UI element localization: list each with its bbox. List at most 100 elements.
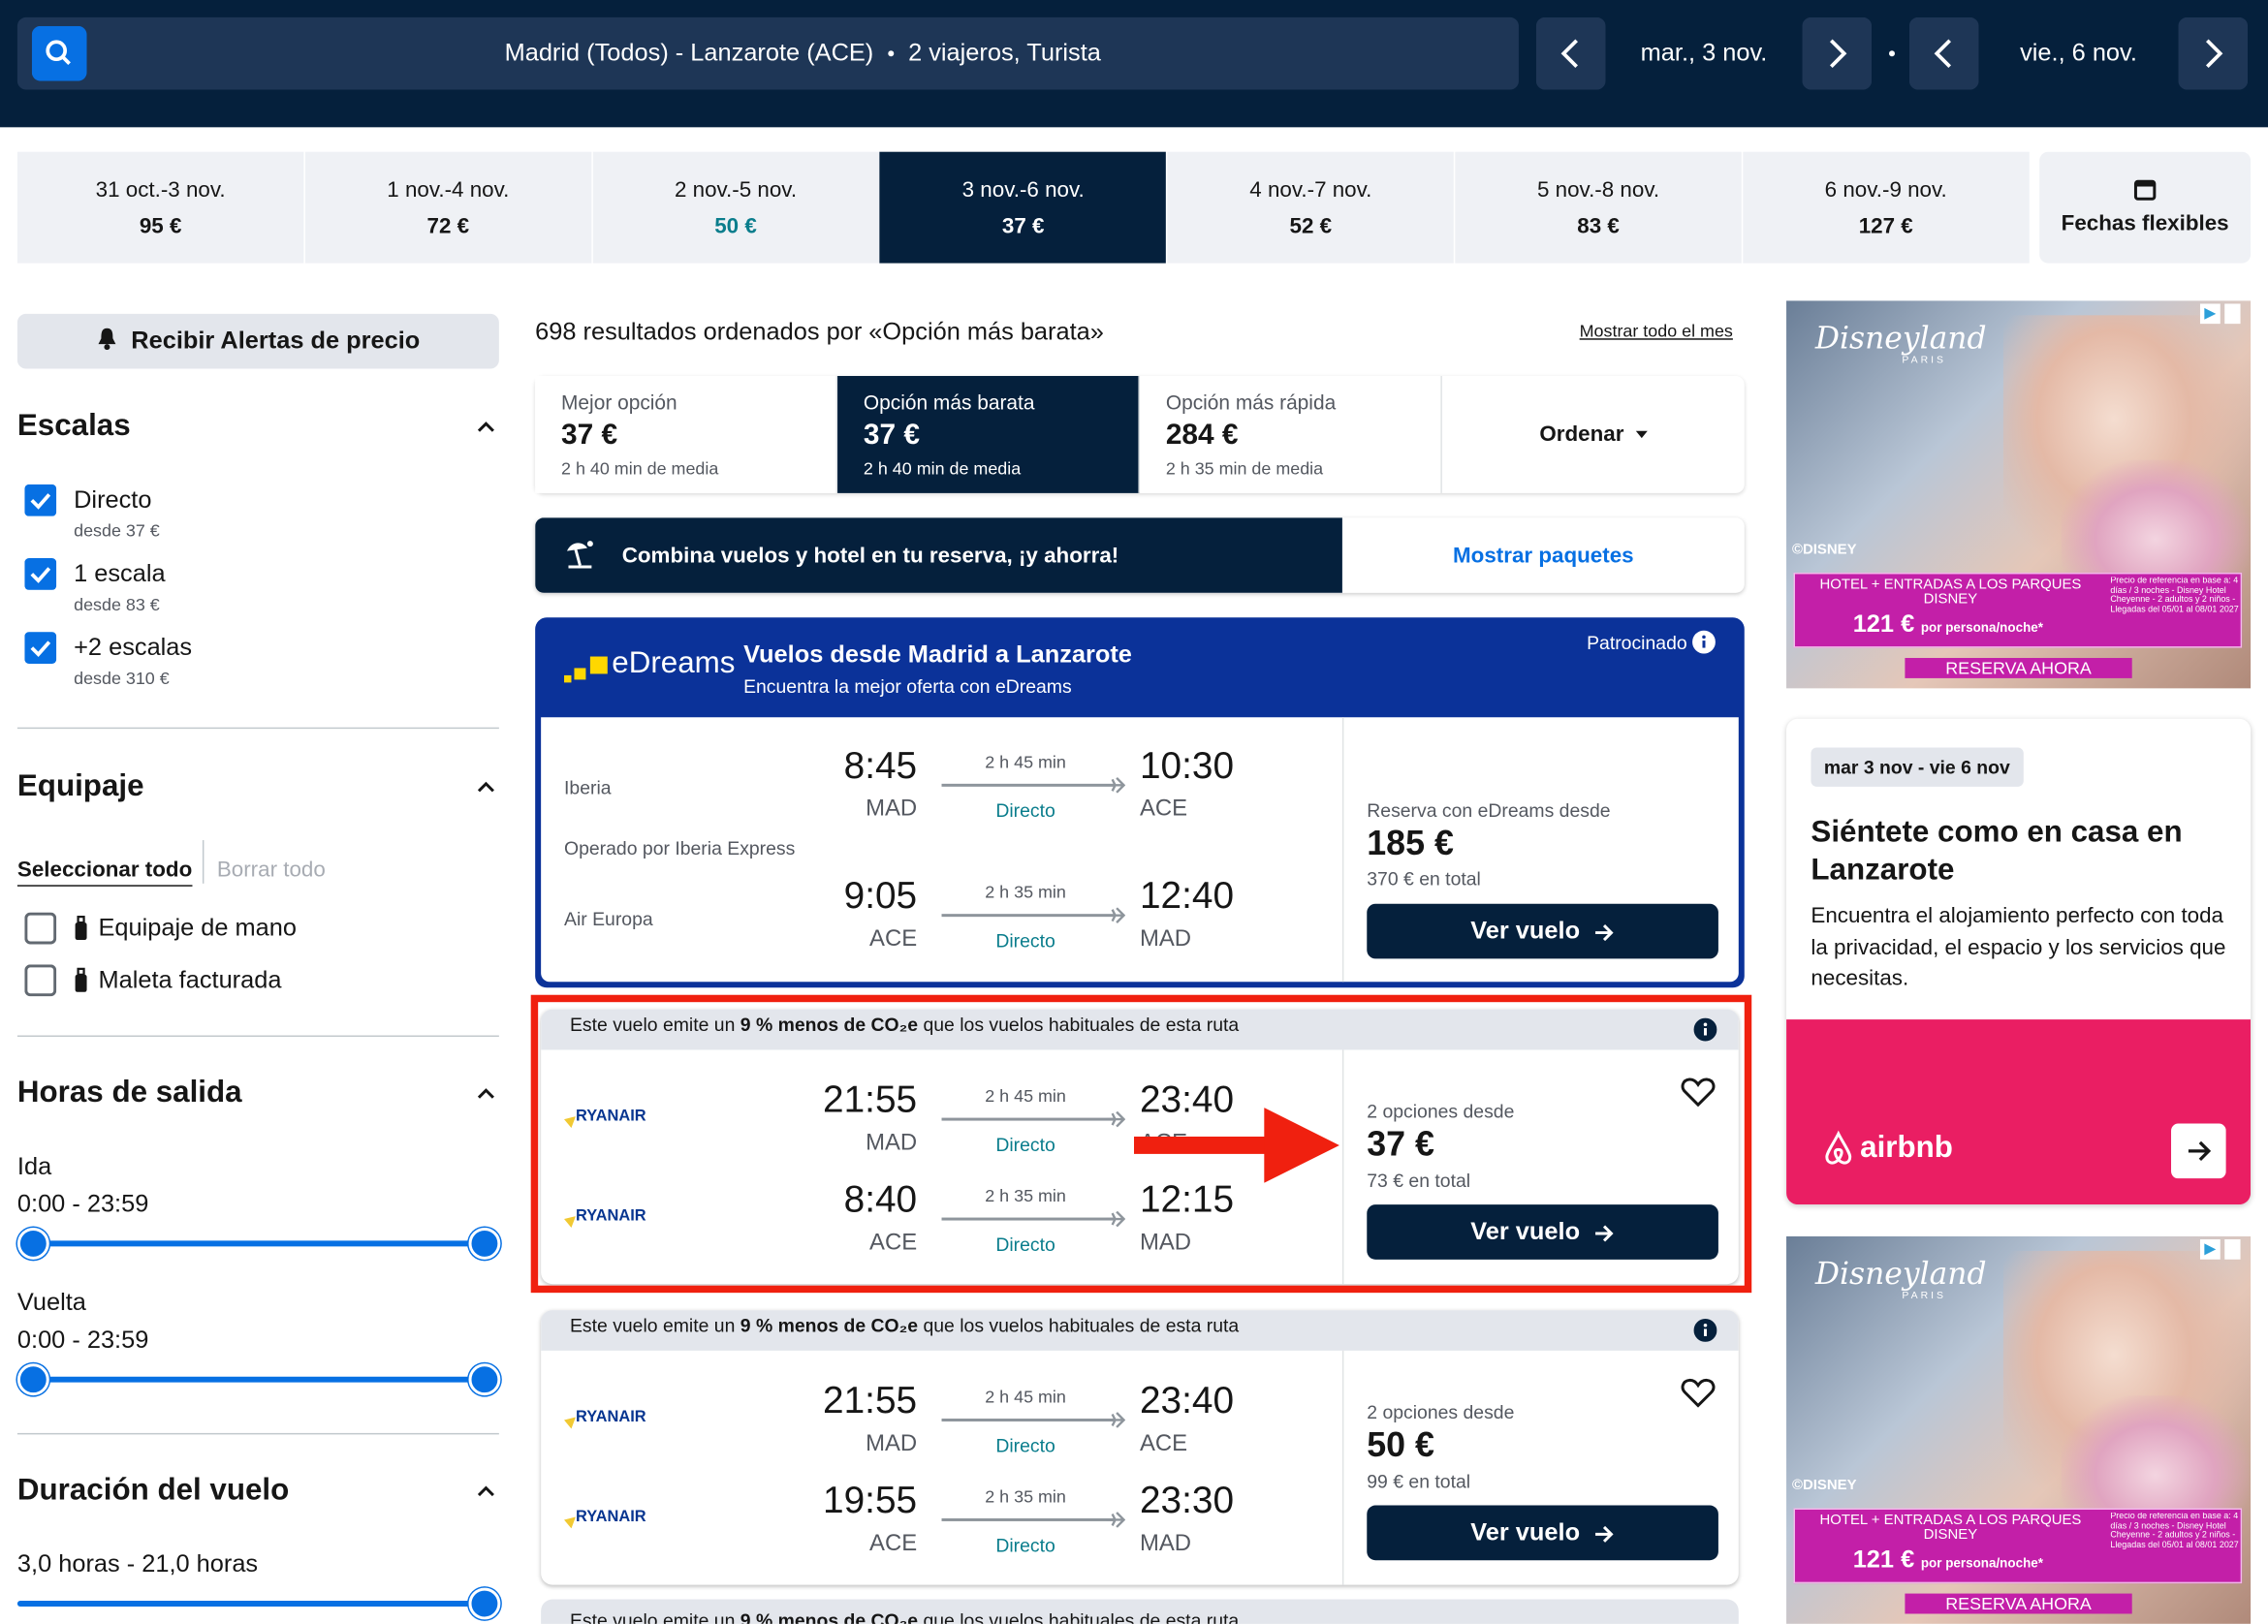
- date-option[interactable]: 5 nov.-8 nov. 83 €: [1455, 151, 1742, 264]
- favorite-heart[interactable]: [1681, 1377, 1716, 1409]
- disney-logo: Disneyland: [1814, 1256, 1987, 1292]
- arrival-time: 12:40: [1139, 873, 1235, 918]
- sort-tab[interactable]: Mejor opción 37 € 2 h 40 min de media: [535, 376, 838, 493]
- date-option[interactable]: 3 nov.-6 nov. 37 €: [879, 151, 1167, 264]
- ad-price-unit: por persona/noche*: [1920, 1555, 2043, 1571]
- ad-cta[interactable]: RESERVA AHORA: [1905, 658, 2132, 678]
- co2-text: que los vuelos habituales de esta ruta: [918, 1314, 1240, 1336]
- edreams-mark: [564, 652, 611, 684]
- co2-text: Este vuelo emite un: [569, 1014, 740, 1036]
- tab-price: 37 €: [561, 419, 618, 452]
- stops: Directo: [995, 1233, 1055, 1256]
- flight-duration: 2 h 35 min: [985, 882, 1066, 903]
- flight-duration: 2 h 35 min: [985, 1486, 1066, 1508]
- sort-tab[interactable]: Opción más rápida 284 € 2 h 35 min de medi…: [1139, 376, 1442, 493]
- date-range: 1 nov.-4 nov.: [387, 177, 510, 203]
- ad-offer-box: HOTEL + ENTRADAS A LOS PARQUES DISNEY 121…: [1793, 572, 2243, 648]
- collapse-chevron: [474, 1480, 497, 1503]
- plane-icon: [1105, 905, 1126, 925]
- favorite-heart[interactable]: [1681, 1076, 1716, 1108]
- ad-arrow-button[interactable]: [2171, 1123, 2226, 1179]
- plane-icon: [1105, 1109, 1126, 1130]
- separator-dot: [888, 50, 895, 57]
- airbnb-ad: mar 3 nov - vie 6 nov Siéntete como en ca…: [1786, 718, 2252, 1205]
- time-range: 0:00 - 23:59: [16, 1190, 149, 1218]
- ryanair-harp: [564, 1209, 576, 1229]
- ad-offer-box: HOTEL + ENTRADAS A LOS PARQUES DISNEY 121…: [1793, 1508, 2243, 1584]
- date-option[interactable]: 1 nov.-4 nov. 72 €: [304, 151, 592, 264]
- sponsored-subtitle: Encuentra la mejor oferta con eDreams: [743, 674, 1072, 698]
- slider-handle[interactable]: [468, 1228, 501, 1260]
- sort-tab[interactable]: Opción más barata 37 € 2 h 40 min de media: [837, 376, 1140, 493]
- departure-airport: MAD: [866, 1131, 918, 1156]
- ad-dates: mar 3 nov - vie 6 nov: [1811, 747, 2024, 787]
- tab-duration: 2 h 35 min de media: [1165, 458, 1324, 479]
- search-box[interactable]: Madrid (Todos) - Lanzarote (ACE) 2 viajer…: [16, 16, 1519, 90]
- slider-handle[interactable]: [16, 1363, 49, 1396]
- price: 37 €: [1367, 1125, 1434, 1165]
- collapse-chevron: [474, 775, 497, 798]
- departure-airport: ACE: [869, 926, 918, 952]
- date-option[interactable]: 4 nov.-7 nov. 52 €: [1167, 151, 1455, 264]
- price-alert-button[interactable]: Recibir Alertas de precio: [16, 313, 499, 369]
- view-flight-button[interactable]: Ver vuelo: [1367, 903, 1718, 959]
- departure-airport: MAD: [866, 796, 918, 822]
- date-nav-button: [1908, 16, 1979, 90]
- disney-ad: Disneyland PARIS ©DISNEY HOTEL + ENTRADAS A…: [1786, 300, 2252, 689]
- checkbox[interactable]: [24, 964, 57, 997]
- price-caption: Reserva con eDreams desde: [1367, 799, 1611, 822]
- baggage-label: Equipaje de mano: [98, 914, 298, 942]
- flexible-dates[interactable]: Fechas flexibles: [2039, 151, 2252, 264]
- tab-label: Mejor opción: [561, 390, 677, 414]
- arrow-icon: [1594, 1222, 1615, 1242]
- checkbox[interactable]: [24, 912, 57, 945]
- adchoices-icon: [2199, 303, 2241, 325]
- arrival-airport: ACE: [1139, 796, 1188, 822]
- checkbox-checked[interactable]: [24, 484, 57, 516]
- stops: Directo: [995, 1434, 1055, 1456]
- tab-duration: 2 h 40 min de media: [863, 458, 1022, 479]
- info-icon: [1692, 630, 1716, 654]
- arrival-airport: MAD: [1139, 926, 1192, 952]
- date-price: 50 €: [714, 213, 757, 239]
- view-flight-button[interactable]: Ver vuelo: [1367, 1204, 1718, 1260]
- departure-airport: ACE: [869, 1230, 918, 1256]
- date-nav-button: [1535, 16, 1606, 90]
- sort-dropdown[interactable]: Ordenar: [1442, 376, 1745, 493]
- co2-highlight: 9 % menos de CO₂e: [740, 1014, 919, 1036]
- date-range: 4 nov.-7 nov.: [1249, 177, 1372, 203]
- separator-dot: [1889, 50, 1895, 57]
- slider-handle[interactable]: [468, 1587, 501, 1620]
- ad-price: 121 €: [1852, 1546, 1915, 1574]
- view-flight-button[interactable]: Ver vuelo: [1367, 1505, 1718, 1561]
- checkbox-checked[interactable]: [24, 632, 57, 664]
- date-option[interactable]: 2 nov.-5 nov. 50 €: [592, 151, 879, 264]
- ad-cta[interactable]: RESERVA AHORA: [1905, 1593, 2132, 1614]
- date-option[interactable]: 31 oct.-3 nov. 95 €: [16, 151, 304, 264]
- ad-fine-print: Precio de referencia en base a: 4 días /…: [2110, 577, 2239, 614]
- edreams-logo: eDreams: [612, 646, 736, 680]
- bag-icon: [73, 916, 90, 942]
- route: Madrid (Todos) - Lanzarote (ACE): [504, 39, 874, 67]
- slider-handle[interactable]: [16, 1228, 49, 1260]
- date-price: 72 €: [426, 213, 470, 239]
- sort-tabs: Mejor opción 37 €2 h 40 min de media Opció…: [535, 376, 1745, 493]
- date-option[interactable]: 6 nov.-9 nov. 127 €: [1742, 151, 2030, 264]
- arrival-time: 23:30: [1139, 1478, 1235, 1521]
- checkbox-checked[interactable]: [24, 558, 57, 590]
- arrival-time: 23:40: [1139, 1077, 1235, 1121]
- price: 185 €: [1367, 824, 1454, 863]
- tab-label: Opción más rápida: [1165, 390, 1337, 414]
- slider-track: [16, 1601, 485, 1607]
- flight-card: Este vuelo emite un 9 % menos de CO₂e qu…: [541, 1310, 1739, 1585]
- sponsored-title: Vuelos desde Madrid a Lanzarote: [743, 640, 1132, 669]
- ryanair-harp: [564, 1410, 576, 1429]
- date-range: 5 nov.-8 nov.: [1536, 177, 1660, 203]
- banner-action[interactable]: Mostrar paquetes: [1453, 544, 1634, 569]
- stops: Directo: [995, 1534, 1055, 1556]
- airline-logo: RYANAIR: [575, 1207, 646, 1226]
- disney-logo-sub: PARIS: [1902, 356, 1946, 366]
- slider-handle[interactable]: [468, 1363, 501, 1396]
- plane-icon: [1105, 1410, 1126, 1430]
